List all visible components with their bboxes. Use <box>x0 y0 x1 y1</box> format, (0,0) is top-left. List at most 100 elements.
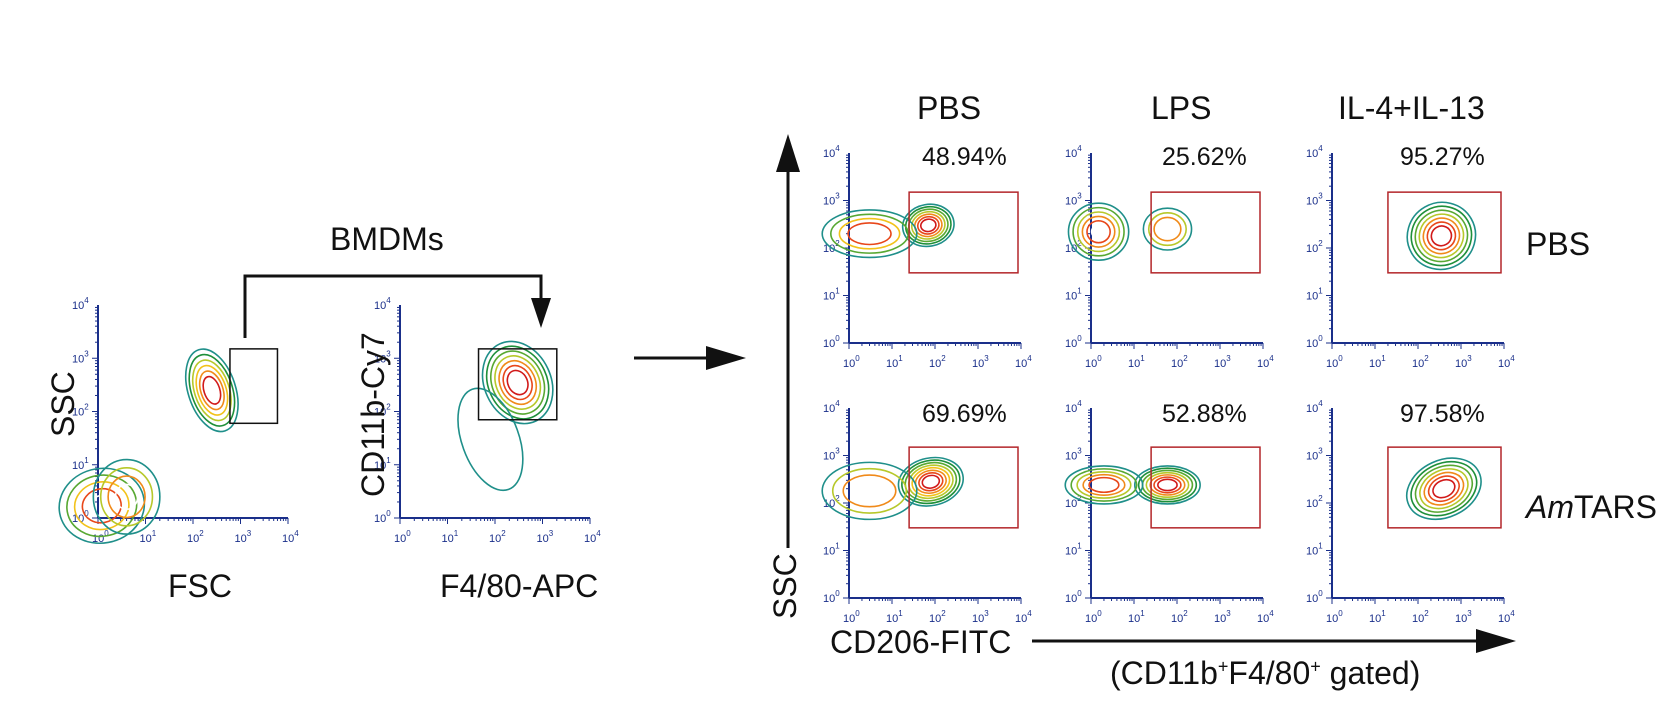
flow-4-contour-1-5 <box>1094 479 1114 491</box>
flow-4-x-tick-label: 104 <box>1257 609 1274 625</box>
flow-5-x-tick-label: 103 <box>1455 609 1472 625</box>
flow-0-y-tick-exp: 4 <box>835 144 840 153</box>
flow-4-contour-1-0 <box>1064 465 1144 505</box>
gating-1-x-tick-exp: 4 <box>294 529 299 538</box>
flow-4-y-tick-exp: 3 <box>1077 447 1082 456</box>
flow-5-contour-0-2 <box>1414 464 1474 513</box>
flow-4-contour-1-1 <box>1070 468 1138 502</box>
flow-5-x-tick-exp: 1 <box>1381 609 1386 618</box>
flow-3-contour-1-1 <box>831 467 908 514</box>
flow-3-x-tick-exp: 4 <box>1027 609 1032 618</box>
flow-2-x-tick-exp: 1 <box>1381 354 1386 363</box>
gated-sup-2: + <box>1310 656 1321 677</box>
flow-4-contour-1-3 <box>1082 473 1126 496</box>
column-header-lps: LPS <box>1151 90 1212 126</box>
flow-3-contour-0-4 <box>911 466 951 497</box>
flow-0-contour-1-1 <box>830 213 910 254</box>
flow-2-x-tick-label: 100 <box>1326 354 1343 370</box>
gating-2-x-tick-label: 103 <box>537 529 554 545</box>
flow-3-x-tick-exp: 2 <box>941 609 946 618</box>
flow-5-contour-0-6 <box>1432 478 1456 499</box>
flow-1-contour-1-1 <box>1147 212 1187 247</box>
flow-1-contour-1-3 <box>1158 221 1177 237</box>
flow-3-y-tick-label: 103 <box>823 447 840 463</box>
flow-4-y-tick-exp: 4 <box>1077 399 1082 408</box>
flow-1-x-tick-label: 103 <box>1214 354 1231 370</box>
flow-2-contour-0-1 <box>1410 205 1473 267</box>
gating-2-y-tick-exp: 0 <box>386 509 391 518</box>
flow-0-contour-0-5 <box>916 215 940 235</box>
gating-1-contour-0-1 <box>188 353 236 427</box>
flow-4-x-tick-label: 100 <box>1085 609 1102 625</box>
flow-5-contour-0-5 <box>1427 475 1460 503</box>
flow-4-y-tick-label: 103 <box>1065 447 1082 463</box>
flow-1-contour-0-2 <box>1076 211 1121 253</box>
flow-4-y-tick-exp: 0 <box>1077 589 1082 598</box>
ssc-axis-arrowhead <box>776 134 800 172</box>
gating-1-contour-0-5 <box>202 375 222 405</box>
gating-1-contour-2-0 <box>92 458 161 535</box>
flow-3-x-tick-exp: 3 <box>984 609 989 618</box>
column-header-il4-il13: IL-4+IL-13 <box>1338 90 1485 126</box>
flow-1-contour-0-1 <box>1072 206 1125 257</box>
gating-2-contour-0-2 <box>490 350 546 415</box>
flow-1-x-tick-label: 100 <box>1085 354 1102 370</box>
flow-0-contour-1-2 <box>838 217 901 250</box>
flow-2-x-tick-label: 102 <box>1412 354 1429 370</box>
flow-4-contour-1-2 <box>1076 470 1132 499</box>
gating-1-y-tick-label: 104 <box>72 296 89 312</box>
flow-0-y-tick-exp: 2 <box>835 239 840 248</box>
flow-0-x-tick-label: 104 <box>1015 354 1032 370</box>
flow-4-contour-0-5 <box>1153 476 1182 494</box>
flow-0-y-tick-label: 103 <box>823 192 840 208</box>
flow-3-x-tick-label: 104 <box>1015 609 1032 625</box>
gating-2-x-tick-exp: 3 <box>549 529 554 538</box>
row-label-amtars-rest: TARS <box>1574 489 1657 525</box>
gating-1-contour-0-4 <box>198 370 225 411</box>
flow-1-contour-1-0 <box>1142 207 1193 251</box>
flow-1-gate <box>1150 191 1261 274</box>
flow-5-x-tick-label: 101 <box>1369 609 1386 625</box>
flow-1-y-tick-exp: 4 <box>1077 144 1082 153</box>
gating-1-contour-0-3 <box>195 364 229 416</box>
flow-3-contour-0-8 <box>924 477 937 487</box>
flow-3-y-tick-label: 101 <box>823 542 840 558</box>
flow-5-gate <box>1387 446 1502 529</box>
flow-5-contour-0-7 <box>1436 482 1452 495</box>
gating-1-contour-2-1 <box>99 467 154 527</box>
gating-1-contour-1-1 <box>66 474 138 538</box>
flow-4-contour-0-6 <box>1157 478 1178 492</box>
flow-2-contour-0-7 <box>1434 229 1449 243</box>
flow-0-contour-0-7 <box>923 220 934 230</box>
gating-2-x-tick-exp: 1 <box>454 529 459 538</box>
flow-3-contour-1-0 <box>821 461 918 521</box>
flow-0-x-tick-label: 102 <box>929 354 946 370</box>
flow-1-contour-0-5 <box>1090 224 1107 240</box>
gating-2-contour-0-7 <box>510 374 525 391</box>
gating-1-y-tick-label: 101 <box>72 456 89 472</box>
flow-0-contour-0-3 <box>910 210 946 240</box>
gating-1-x-tick-exp: 3 <box>247 529 252 538</box>
gating-1-gate <box>229 348 279 425</box>
flow-0-gate <box>908 191 1019 274</box>
flow-0-contour-0-1 <box>904 205 952 245</box>
flow-3-contour-1-2 <box>842 474 897 508</box>
gating-2-y-tick-exp: 3 <box>386 349 391 358</box>
flow-5-contour-0-3 <box>1419 468 1469 510</box>
gating-2-contour-1-0 <box>457 387 524 492</box>
flow-2-y-tick-exp: 4 <box>1318 144 1323 153</box>
gating-1-x-tick-exp: 0 <box>104 529 109 538</box>
flow-5-y-tick-exp: 3 <box>1318 447 1323 456</box>
gating-1-contour-1-0 <box>58 467 146 544</box>
flow-1-y-tick-exp: 1 <box>1077 287 1082 296</box>
gating-1-contour-2-3 <box>114 483 139 511</box>
gating-1-x-tick-exp: 1 <box>152 529 157 538</box>
flow-0-x-tick-label: 101 <box>886 354 903 370</box>
flow-1-y-tick-label: 104 <box>1065 144 1082 160</box>
flow-2-y-tick-exp: 0 <box>1318 334 1323 343</box>
gating-1-contour-0-2 <box>191 359 232 422</box>
